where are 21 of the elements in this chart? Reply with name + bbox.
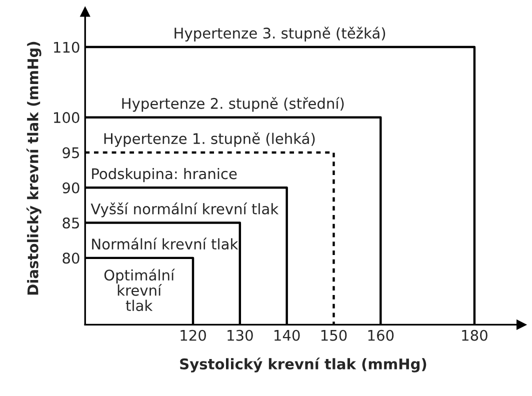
annotation: Vyšší normální krevní tlak <box>90 202 279 218</box>
x-tick-label: 140 <box>274 330 300 341</box>
annotation: Normální krevní tlak <box>92 238 238 250</box>
annotation: Hypertenze 2. stupně (střední) <box>122 97 344 112</box>
annotation: Optimální krevní tlak <box>104 268 175 312</box>
y-tick-label: 85 <box>62 218 79 229</box>
x-tick-label: 150 <box>321 330 347 341</box>
annotation: Podskupina: hranice <box>92 168 237 182</box>
y-tick-label: 95 <box>62 147 79 158</box>
y-tick-label: 80 <box>62 252 80 264</box>
x-tick-label: 180 <box>462 330 488 341</box>
x-tick-label: 120 <box>180 330 206 341</box>
annotation: Hypertenze 3. stupně (těžká) <box>174 26 386 42</box>
y-axis-title: Diastolický krevní tlak (mmHg) <box>26 42 42 295</box>
y-tick-label: 100 <box>54 112 80 124</box>
x-tick-label: 160 <box>368 330 394 341</box>
y-tick-label: 90 <box>62 182 80 194</box>
y-tick-label: 110 <box>54 42 80 53</box>
x-axis-title: Systolický krevní tlak (mmHg) <box>180 358 426 372</box>
x-tick-label: 130 <box>228 330 253 341</box>
annotation: Hypertenze 1. stupně (lehká) <box>104 132 315 147</box>
